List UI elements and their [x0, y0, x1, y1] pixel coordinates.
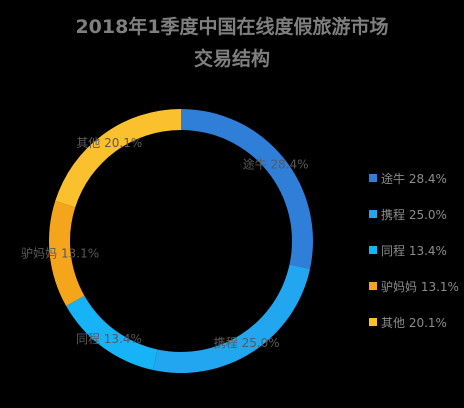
doughnut-slice-4: [48, 200, 85, 307]
doughnut-slice-2: [153, 264, 310, 373]
chart-slice-labels: 途牛 28.4% 携程 25.0% 同程 13.4% 驴妈妈 13.1% 其他 20.1…: [21, 136, 308, 350]
chart-title-line-2: 交易结构: [193, 48, 270, 70]
doughnut-slice-3: [66, 295, 158, 370]
legend-swatch-slice-3: [369, 246, 377, 254]
data-label-slice-4: 驴妈妈 13.1%: [21, 246, 99, 261]
legend-swatch-slice-4: [369, 282, 377, 290]
legend-label-slice-5: 其他 20.1%: [381, 316, 447, 330]
chart-slices: [48, 109, 313, 373]
legend-label-slice-4: 驴妈妈 13.1%: [381, 279, 459, 294]
data-label-slice-1: 途牛 28.4%: [243, 157, 309, 172]
chart-title-line-1: 2018年1季度中国在线度假旅游市场: [75, 16, 389, 38]
doughnut-slice-5: [55, 109, 181, 208]
legend-label-slice-1: 途牛 28.4%: [381, 171, 447, 186]
chart-legend: 途牛 28.4% 携程 25.0% 同程 13.4% 驴妈妈 13.1% 其他 20.1…: [369, 171, 459, 330]
legend-label-slice-3: 同程 13.4%: [381, 243, 447, 258]
legend-swatch-slice-1: [369, 174, 377, 182]
data-label-slice-2: 携程 25.0%: [214, 335, 280, 350]
data-label-slice-3: 同程 13.4%: [76, 331, 142, 346]
legend-swatch-slice-2: [369, 210, 377, 218]
legend-swatch-slice-5: [369, 318, 377, 326]
doughnut-slice-1: [181, 109, 313, 269]
legend-label-slice-2: 携程 25.0%: [381, 207, 447, 222]
data-label-slice-5: 其他 20.1%: [76, 136, 142, 150]
